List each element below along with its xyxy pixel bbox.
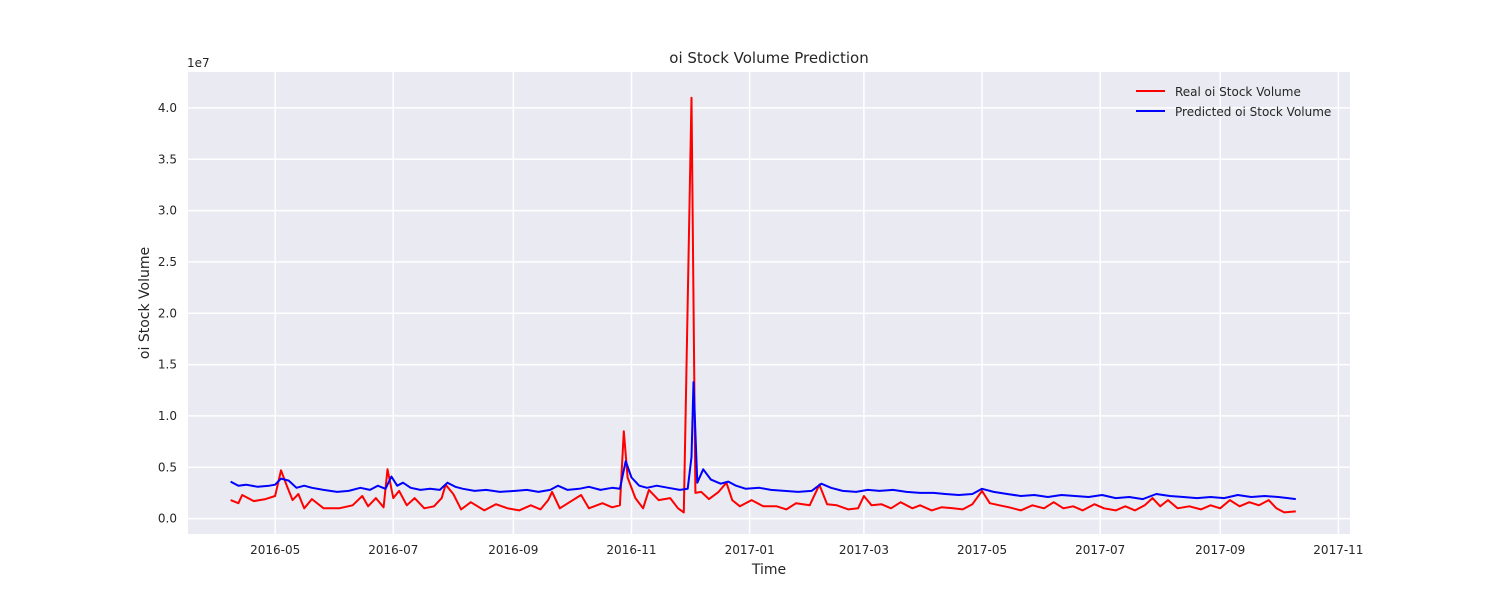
grid-lines: [188, 72, 1350, 534]
legend: Real oi Stock Volume Predicted oi Stock V…: [1136, 85, 1331, 119]
series-line-predicted: [230, 381, 1296, 501]
y-tick-label: 2.5: [158, 255, 177, 269]
x-axis-label: Time: [751, 562, 786, 578]
x-tick-label: 2017-11: [1313, 543, 1363, 557]
chart-title: oi Stock Volume Prediction: [669, 49, 868, 67]
legend-label: Real oi Stock Volume: [1175, 85, 1301, 99]
x-tick-label: 2017-09: [1195, 543, 1245, 557]
y-tick-label: 4.0: [158, 101, 177, 115]
plot-area: [188, 72, 1350, 534]
y-tick-label: 0.0: [158, 512, 177, 526]
y-tick-label: 1.5: [158, 358, 177, 372]
x-tick-label: 2016-07: [368, 543, 418, 557]
tick-labels: 2016-05 2016-07 2016-09 2016-11 2017-01 2017-…: [158, 101, 1364, 557]
x-tick-label: 2016-09: [488, 543, 538, 557]
x-tick-label: 2017-01: [725, 543, 775, 557]
series-lines: [230, 96, 1296, 514]
x-tick-label: 2017-03: [839, 543, 889, 557]
y-axis-label: oi Stock Volume: [137, 247, 153, 359]
legend-label: Predicted oi Stock Volume: [1175, 105, 1331, 119]
y-tick-label: 3.5: [158, 152, 177, 166]
y-tick-label: 2.0: [158, 306, 177, 320]
x-tick-label: 2017-07: [1075, 543, 1125, 557]
x-tick-label: 2017-05: [957, 543, 1007, 557]
y-tick-label: 1.0: [158, 409, 177, 423]
y-tick-label: 3.0: [158, 204, 177, 218]
x-tick-label: 2016-11: [606, 543, 656, 557]
x-tick-label: 2016-05: [250, 543, 300, 557]
y-tick-label: 0.5: [158, 460, 177, 474]
y-offset-label: 1e7: [187, 56, 210, 70]
series-line-real: [230, 96, 1296, 514]
